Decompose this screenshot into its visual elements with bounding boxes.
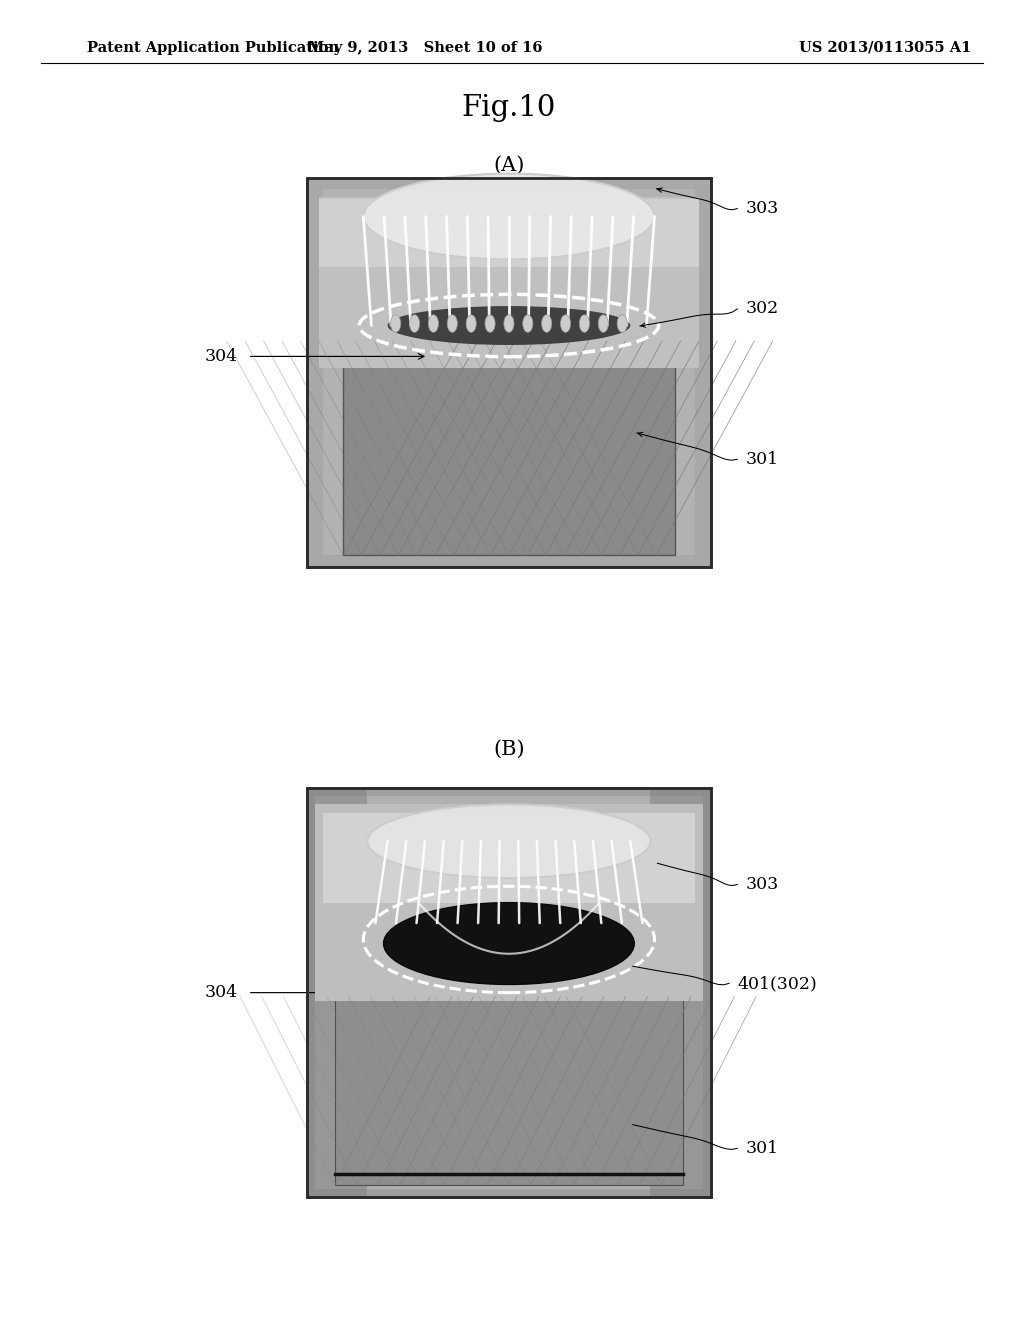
Bar xyxy=(307,788,711,1197)
Ellipse shape xyxy=(598,314,608,333)
Text: May 9, 2013   Sheet 10 of 16: May 9, 2013 Sheet 10 of 16 xyxy=(307,41,543,54)
Ellipse shape xyxy=(466,314,476,333)
Text: (A): (A) xyxy=(494,156,524,174)
Ellipse shape xyxy=(384,903,634,985)
Text: 304: 304 xyxy=(205,348,238,364)
Bar xyxy=(307,177,711,568)
Bar xyxy=(307,177,711,568)
Text: 304: 304 xyxy=(205,985,238,1001)
Bar xyxy=(307,788,711,1197)
Ellipse shape xyxy=(390,314,400,333)
Bar xyxy=(343,341,675,556)
Ellipse shape xyxy=(387,306,630,345)
Bar xyxy=(650,788,711,1197)
Bar xyxy=(318,198,699,267)
Ellipse shape xyxy=(447,314,458,333)
Bar xyxy=(314,796,703,1189)
Ellipse shape xyxy=(504,314,514,333)
Ellipse shape xyxy=(560,314,570,333)
Bar xyxy=(335,997,683,1185)
Text: (B): (B) xyxy=(494,741,524,759)
Bar xyxy=(307,788,368,1197)
Ellipse shape xyxy=(580,314,590,333)
Text: Fig.10: Fig.10 xyxy=(462,94,556,123)
Text: Patent Application Publication: Patent Application Publication xyxy=(87,41,339,54)
Bar xyxy=(323,189,695,556)
Text: 303: 303 xyxy=(745,201,778,216)
Ellipse shape xyxy=(522,314,532,333)
Ellipse shape xyxy=(617,314,628,333)
Text: 301: 301 xyxy=(745,451,778,467)
Ellipse shape xyxy=(410,314,420,333)
Bar xyxy=(323,813,695,903)
Text: 303: 303 xyxy=(745,876,778,892)
Ellipse shape xyxy=(485,314,496,333)
Ellipse shape xyxy=(368,804,650,878)
Bar xyxy=(314,804,703,1001)
Ellipse shape xyxy=(428,314,438,333)
Ellipse shape xyxy=(364,174,654,259)
Text: 301: 301 xyxy=(745,1140,778,1156)
Ellipse shape xyxy=(542,314,552,333)
Bar xyxy=(318,197,699,368)
Text: 401(302): 401(302) xyxy=(737,975,817,991)
Text: 302: 302 xyxy=(745,301,778,317)
Text: US 2013/0113055 A1: US 2013/0113055 A1 xyxy=(799,41,971,54)
